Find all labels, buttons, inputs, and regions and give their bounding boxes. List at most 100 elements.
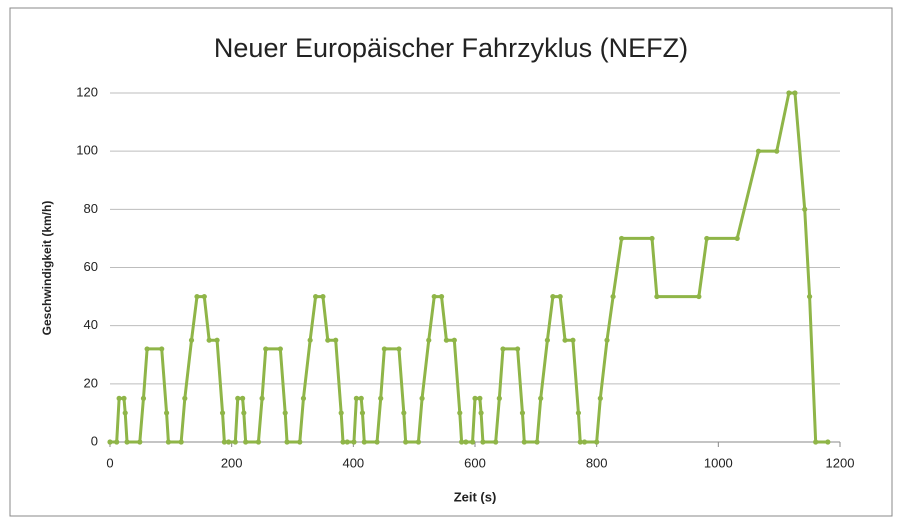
x-tick-label: 0 bbox=[106, 455, 113, 470]
data-point bbox=[443, 337, 450, 343]
data-point bbox=[825, 439, 831, 445]
data-point bbox=[459, 439, 465, 445]
data-point bbox=[235, 395, 241, 401]
data-point bbox=[496, 395, 502, 401]
data-point bbox=[159, 346, 165, 352]
data-point bbox=[221, 439, 227, 445]
data-point bbox=[263, 346, 269, 352]
data-point bbox=[426, 337, 432, 343]
data-point bbox=[806, 293, 813, 300]
chart-title: Neuer Europäischer Fahrzyklus (NEFZ) bbox=[214, 33, 688, 63]
data-point bbox=[361, 439, 367, 445]
data-point bbox=[282, 410, 288, 416]
data-point bbox=[415, 439, 422, 445]
x-tick-label: 1200 bbox=[826, 455, 855, 470]
data-point bbox=[557, 293, 563, 300]
data-point bbox=[534, 439, 540, 445]
data-point bbox=[597, 395, 603, 401]
data-point bbox=[144, 346, 150, 352]
data-point bbox=[165, 439, 171, 445]
x-tick-label: 1000 bbox=[704, 455, 733, 470]
data-point bbox=[654, 293, 660, 300]
data-point bbox=[774, 148, 780, 154]
data-point bbox=[401, 410, 407, 416]
data-point bbox=[581, 439, 588, 445]
data-point bbox=[538, 395, 544, 401]
data-point bbox=[704, 235, 710, 242]
data-point bbox=[478, 410, 484, 416]
data-point bbox=[188, 337, 195, 343]
x-tick-label: 800 bbox=[586, 455, 608, 470]
data-point bbox=[353, 395, 359, 401]
y-tick-label: 60 bbox=[84, 259, 98, 274]
data-point bbox=[333, 337, 339, 343]
y-tick-label: 80 bbox=[84, 201, 98, 216]
data-point bbox=[122, 410, 128, 416]
data-point bbox=[226, 439, 232, 445]
data-point bbox=[121, 395, 127, 401]
data-point bbox=[107, 439, 113, 445]
data-point bbox=[550, 293, 556, 300]
data-point bbox=[431, 293, 437, 300]
data-point bbox=[570, 337, 576, 343]
chart-border bbox=[9, 7, 893, 517]
data-point bbox=[114, 439, 120, 445]
y-tick-label: 100 bbox=[76, 143, 98, 158]
x-tick-label: 400 bbox=[342, 455, 364, 470]
data-point bbox=[610, 293, 616, 300]
data-point bbox=[297, 439, 303, 445]
data-point bbox=[178, 439, 184, 445]
data-point bbox=[300, 395, 307, 401]
data-point bbox=[194, 293, 200, 300]
data-point bbox=[477, 395, 483, 401]
data-point bbox=[240, 395, 246, 401]
data-point bbox=[619, 235, 625, 242]
data-point bbox=[463, 439, 469, 445]
y-axis-label: Geschwindigkeit (km/h) bbox=[40, 201, 54, 336]
data-point bbox=[755, 148, 762, 154]
y-tick-label: 20 bbox=[84, 375, 98, 390]
data-point bbox=[325, 337, 331, 343]
data-point bbox=[649, 235, 655, 242]
data-point bbox=[604, 337, 610, 343]
data-point bbox=[472, 395, 478, 401]
data-point bbox=[351, 439, 357, 445]
data-point bbox=[521, 439, 527, 445]
data-point bbox=[320, 293, 326, 300]
data-point bbox=[137, 439, 143, 445]
data-point bbox=[457, 410, 463, 416]
y-tick-label: 40 bbox=[84, 317, 98, 332]
data-point bbox=[813, 439, 819, 445]
data-point bbox=[451, 337, 457, 343]
y-tick-label: 0 bbox=[91, 433, 98, 448]
data-point bbox=[307, 337, 313, 343]
data-point bbox=[340, 439, 346, 445]
data-point bbox=[243, 439, 249, 445]
data-point bbox=[358, 395, 364, 401]
x-tick-label: 600 bbox=[464, 455, 486, 470]
data-point bbox=[696, 293, 702, 300]
data-point bbox=[182, 395, 188, 401]
data-point bbox=[562, 337, 568, 343]
data-point bbox=[359, 410, 366, 416]
data-point bbox=[201, 293, 207, 300]
data-point bbox=[163, 410, 170, 416]
data-point bbox=[206, 337, 212, 343]
data-point bbox=[374, 439, 380, 445]
data-point bbox=[259, 395, 265, 401]
data-point bbox=[381, 346, 387, 352]
data-point bbox=[493, 439, 499, 445]
y-tick-label: 120 bbox=[76, 84, 98, 99]
data-point bbox=[438, 293, 445, 300]
data-point bbox=[514, 346, 521, 352]
data-point bbox=[338, 410, 344, 416]
data-point bbox=[219, 410, 226, 416]
data-point bbox=[277, 346, 283, 352]
data-point bbox=[594, 439, 600, 445]
data-point bbox=[241, 410, 247, 416]
data-point bbox=[575, 410, 582, 416]
data-point bbox=[519, 410, 526, 416]
data-point bbox=[419, 395, 425, 401]
data-point bbox=[786, 90, 792, 96]
